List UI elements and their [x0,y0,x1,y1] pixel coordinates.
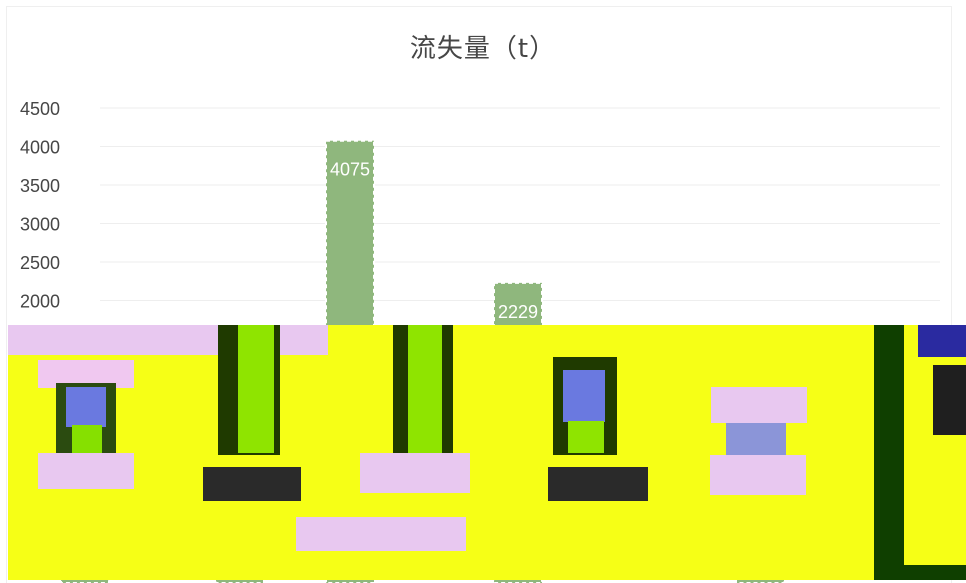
noise-block [408,325,442,453]
y-tick-label: 2000 [20,292,60,312]
noise-block [72,425,102,455]
noise-block [933,365,966,435]
noise-block [563,370,605,422]
bar-data-label: 2229 [498,302,538,322]
noise-block [568,421,604,453]
noise-block [874,325,904,580]
corrupted-render-area [8,325,966,580]
noise-block [360,453,470,493]
y-tick-label: 2500 [20,253,60,273]
noise-block [238,325,274,453]
noise-block [38,453,134,489]
noise-block [726,423,786,455]
noise-block [66,387,106,427]
noise-block [710,455,806,495]
noise-block [898,565,966,580]
noise-block [8,325,328,355]
y-tick-label: 4000 [20,138,60,158]
y-tick-label: 3000 [20,215,60,235]
noise-block [711,387,807,423]
bar-data-label: 4075 [330,160,370,180]
noise-block [918,325,966,357]
noise-block [548,467,648,501]
y-tick-label: 4500 [20,99,60,119]
y-tick-label: 3500 [20,176,60,196]
y-axis-ticks: 1500200025003000350040004500 [20,99,60,350]
noise-block [203,467,301,501]
noise-block [296,517,466,551]
